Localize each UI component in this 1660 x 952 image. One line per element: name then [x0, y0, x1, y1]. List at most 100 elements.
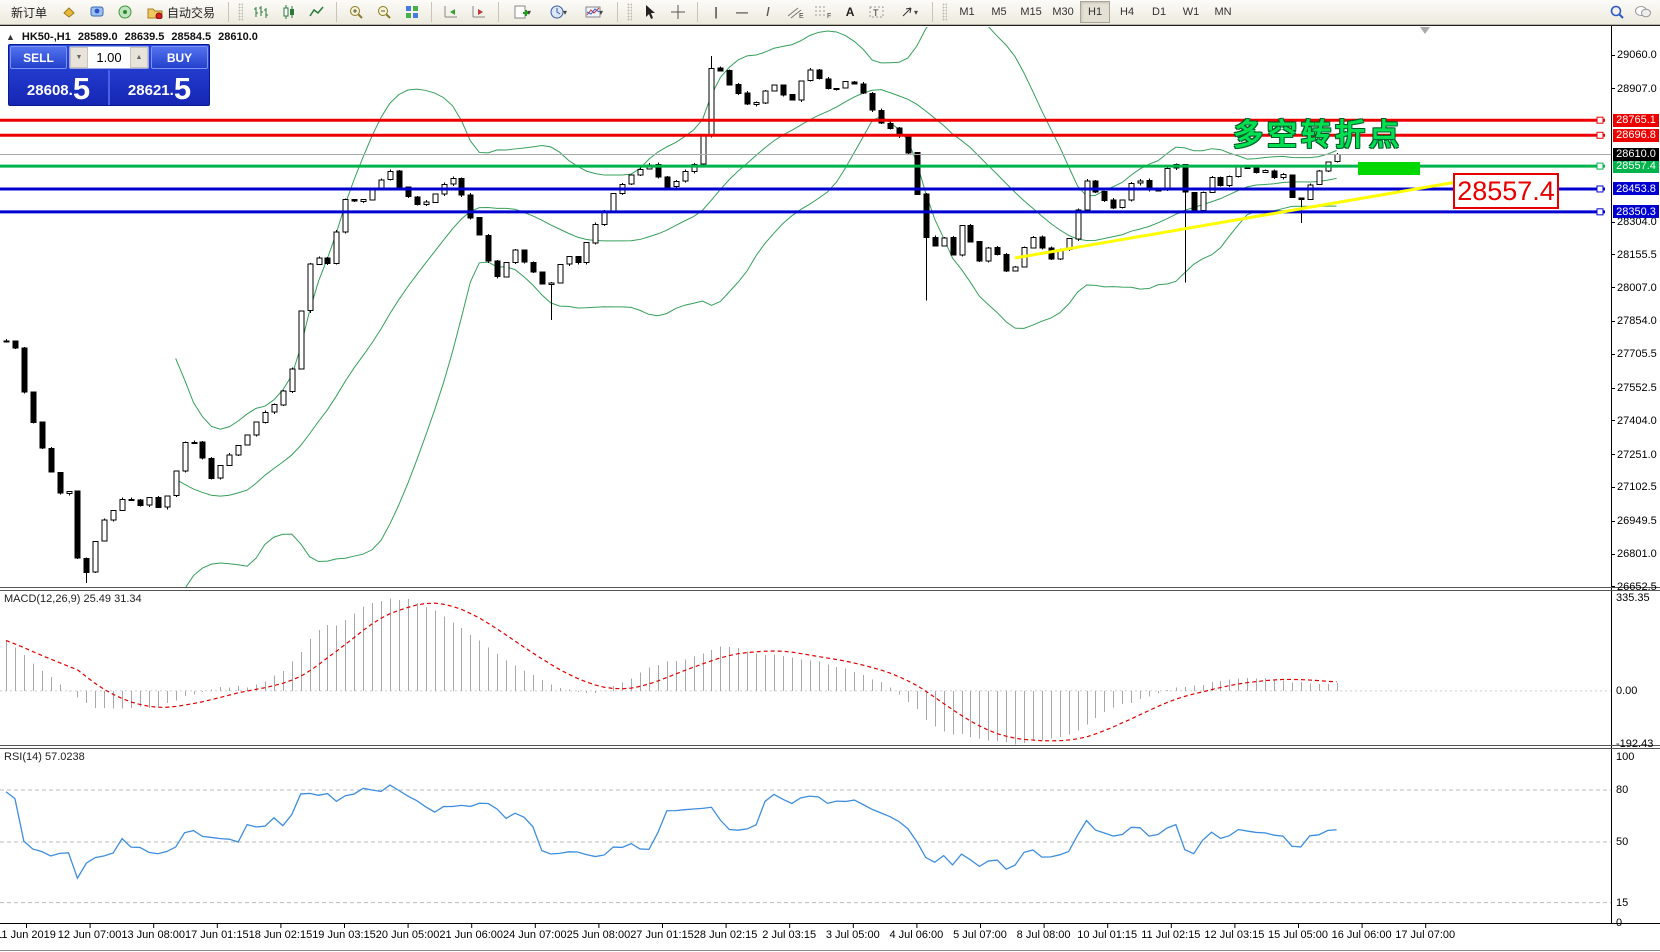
toolbar: 新订单 自动交易 ▾ ▾ ▾ | — / E F A T ▾	[0, 0, 1660, 25]
candlestick-chart-type-icon[interactable]	[276, 0, 302, 24]
price-tick-dash	[1611, 586, 1615, 588]
chart-canvas[interactable]	[0, 25, 1660, 952]
time-axis-label: 17 Jun 01:15	[184, 929, 249, 941]
price-tick-label: 27854.0	[1617, 315, 1657, 328]
volume-value[interactable]: 1.00	[96, 50, 122, 65]
candles-layer	[3, 56, 1341, 584]
buy-price-big: 5	[173, 71, 192, 106]
text-label-tool[interactable]: T	[864, 0, 890, 24]
rsi-axis-label-50: 50	[1616, 836, 1629, 848]
ohlc-high: 28639.5	[124, 31, 165, 43]
fibonacci-tool[interactable]: F	[810, 0, 836, 24]
line-chart-type-icon[interactable]	[304, 0, 330, 24]
sell-button[interactable]: SELL	[10, 46, 67, 69]
bollinger-lower	[185, 115, 1337, 587]
main-plot[interactable]	[0, 25, 1611, 600]
arrows-tool-button[interactable]: ▾	[892, 0, 926, 24]
profiles-button[interactable]: ▾	[541, 0, 575, 24]
macd-axis-label: 335.35	[1616, 591, 1650, 604]
time-axis-label: 12 Jul 03:15	[1204, 929, 1265, 941]
vertical-line-tool[interactable]: |	[714, 5, 718, 19]
auto-trading-button[interactable]: 自动交易	[140, 1, 222, 23]
time-axis-label: 10 Jul 01:15	[1077, 929, 1138, 941]
line-anchor-4[interactable]	[1596, 208, 1604, 216]
zoom-out-icon[interactable]	[371, 0, 397, 24]
timeframe-M5[interactable]: M5	[991, 6, 1007, 18]
indicators-button[interactable]: ▾	[577, 0, 611, 24]
timeframe-D1[interactable]: D1	[1152, 6, 1167, 18]
volume-up-button[interactable]: ▲	[130, 47, 148, 68]
volume-down-button[interactable]: ▼	[70, 47, 88, 68]
svg-text:T: T	[873, 8, 879, 18]
new-chart-button[interactable]: ▾	[505, 0, 539, 24]
time-axis-label: 20 Jun 05:00	[375, 929, 440, 941]
time-axis-label: 8 Jul 08:00	[1016, 929, 1071, 941]
bar-chart-type-icon[interactable]	[248, 0, 274, 24]
price-tick-label: 26949.5	[1617, 515, 1657, 528]
signal-icon[interactable]	[112, 0, 138, 24]
price-tick-dash	[1611, 353, 1615, 355]
timeframe-M1[interactable]: M1	[959, 6, 975, 18]
level-highlight-box[interactable]	[1358, 162, 1420, 175]
tile-windows-icon[interactable]	[399, 0, 425, 24]
macd-plot	[0, 598, 1611, 745]
price-tick-label: 26801.0	[1617, 548, 1657, 561]
trendline-tool[interactable]: /	[766, 5, 770, 19]
line-anchor-0[interactable]	[1596, 116, 1604, 124]
timeframe-M30[interactable]: M30	[1052, 6, 1074, 18]
line-anchor-3[interactable]	[1596, 185, 1604, 193]
time-axis-label: 24 Jun 07:00	[502, 929, 567, 941]
price-tick-dash	[1611, 254, 1615, 256]
buy-price-main: 28621	[127, 82, 170, 99]
channel-tool[interactable]: E	[782, 0, 808, 24]
rsi-axis-label-100: 100	[1616, 751, 1635, 763]
chart-shift-marker[interactable]	[1420, 27, 1430, 34]
new-order-button[interactable]: 新订单	[4, 1, 54, 23]
buy-button[interactable]: BUY	[151, 46, 208, 69]
profile-icon[interactable]	[56, 0, 82, 24]
buy-price[interactable]: 28621 . 5	[110, 70, 209, 105]
sell-price[interactable]: 28608 . 5	[9, 70, 110, 105]
time-axis-label: 12 Jun 07:00	[57, 929, 122, 941]
trendline-support[interactable]	[1014, 178, 1469, 260]
price-tick-dash	[1611, 221, 1615, 223]
line-anchor-2[interactable]	[1596, 162, 1604, 170]
zoom-in-icon[interactable]	[343, 0, 369, 24]
timeframe-M15[interactable]: M15	[1020, 6, 1042, 18]
price-callout-box[interactable]: 28557.4	[1453, 173, 1559, 209]
annotation-turning-point[interactable]: 多空转折点	[1233, 119, 1403, 152]
line-anchor-1[interactable]	[1596, 131, 1604, 139]
timeframe-MN[interactable]: MN	[1214, 6, 1232, 18]
price-tick-dash	[1611, 454, 1615, 456]
price-tick-label: 28007.0	[1617, 281, 1657, 294]
auto-scroll-icon[interactable]	[438, 0, 464, 24]
timeframe-H1[interactable]: H1	[1080, 1, 1111, 23]
timeframe-group: M1 M5 M15 M30 H1 H4 D1 W1 MN	[952, 1, 1238, 23]
price-tick-dash	[1611, 387, 1615, 389]
time-axis-label: 18 Jun 02:15	[248, 929, 313, 941]
horizontal-line-tool[interactable]: —	[736, 5, 749, 19]
price-level-label-2: 28557.4	[1613, 159, 1659, 173]
text-tool[interactable]: A	[845, 5, 855, 19]
timeframe-H4[interactable]: H4	[1120, 6, 1135, 18]
price-level-label-3: 28453.8	[1613, 182, 1659, 196]
crosshair-tool-icon[interactable]	[665, 0, 691, 24]
rsi-line	[5, 784, 1337, 880]
price-tick-dash	[1611, 54, 1615, 56]
macd-value-signal: 31.34	[114, 593, 142, 605]
chat-icon[interactable]	[1630, 0, 1656, 24]
bollinger-middle	[175, 89, 1337, 497]
collapse-icon[interactable]: ▲	[6, 32, 15, 42]
time-axis-label: 21 Jun 06:00	[439, 929, 503, 941]
price-tick-label: 27102.5	[1617, 481, 1657, 494]
timeframe-W1[interactable]: W1	[1182, 6, 1200, 18]
time-axis-label: 11 Jul 02:15	[1141, 929, 1201, 941]
time-axis-label: 25 Jun 08:00	[566, 929, 631, 941]
search-icon[interactable]	[1604, 0, 1630, 24]
time-axis-label: 16 Jul 06:00	[1331, 929, 1392, 941]
macd-label: MACD(12,26,9) 25.49 31.34	[4, 593, 142, 605]
market-watch-icon[interactable]	[84, 0, 110, 24]
chart-shift-icon[interactable]	[466, 0, 492, 24]
one-click-trading-widget: SELL ▼ 1.00 ▲ BUY 28608 . 5 28621 . 5	[8, 44, 210, 106]
cursor-tool-icon[interactable]	[637, 0, 663, 24]
